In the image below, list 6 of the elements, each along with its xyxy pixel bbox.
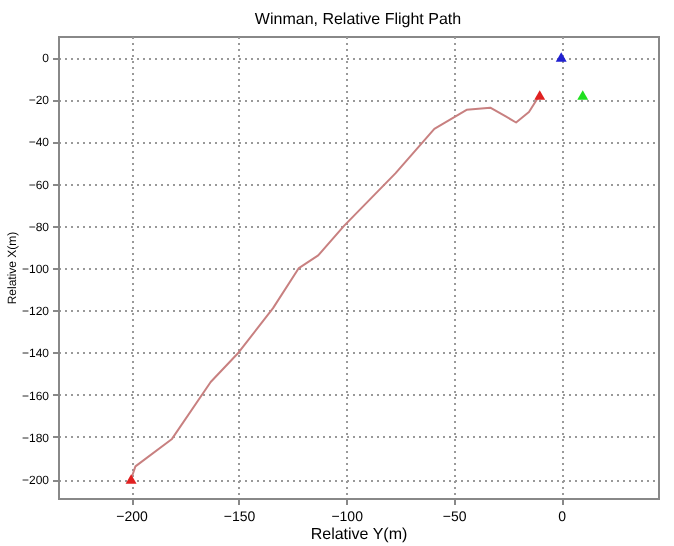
- point: [534, 90, 546, 100]
- point: [555, 52, 567, 62]
- point: [125, 474, 137, 484]
- chart-title: Winman, Relative Flight Path: [254, 10, 462, 28]
- point: [577, 90, 589, 100]
- x-axis-title: Relative Y(m): [310, 525, 408, 543]
